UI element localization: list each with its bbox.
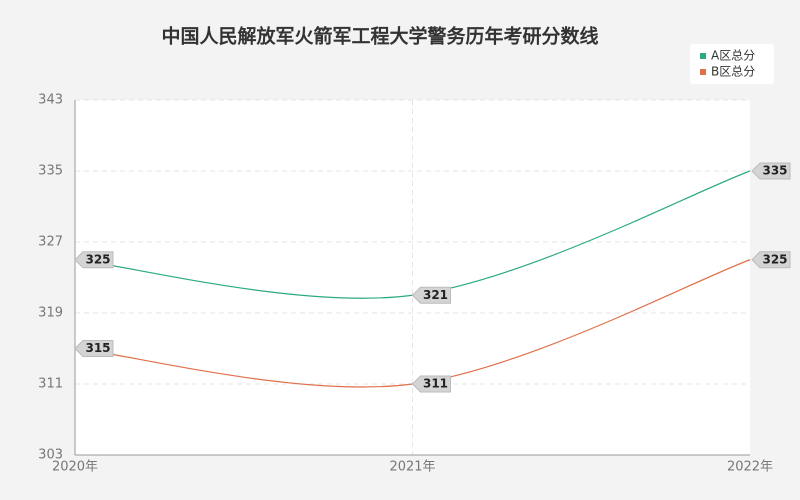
data-label: 311 — [423, 377, 448, 391]
data-label-bg — [74, 251, 114, 269]
y-tick-label: 343 — [38, 93, 63, 108]
data-label: 315 — [85, 341, 110, 355]
y-tick-label: 303 — [38, 448, 63, 463]
data-label: 325 — [85, 252, 110, 266]
legend-label: B区总分 — [711, 65, 755, 79]
x-tick-label: 2022年 — [727, 460, 773, 475]
data-label: 335 — [762, 164, 787, 178]
legend-label: A区总分 — [711, 49, 755, 63]
y-tick-label: 335 — [38, 164, 63, 179]
legend-box — [690, 44, 774, 84]
y-tick-label: 311 — [38, 377, 63, 392]
legend-swatch — [700, 69, 706, 75]
data-label-bg — [411, 375, 451, 393]
data-label-bg — [751, 162, 791, 180]
x-tick-label: 2021年 — [389, 460, 435, 475]
chart-title: 中国人民解放军火箭军工程大学警务历年考研分数线 — [161, 25, 598, 48]
data-label: 325 — [762, 252, 787, 266]
plot-area — [75, 100, 750, 455]
x-tick-label: 2020年 — [52, 460, 98, 475]
data-label-bg — [411, 286, 451, 304]
data-label: 321 — [423, 288, 448, 302]
y-tick-label: 327 — [38, 235, 63, 250]
data-label-bg — [74, 340, 114, 357]
data-label-bg — [751, 251, 791, 269]
y-tick-label: 319 — [38, 306, 63, 321]
legend-swatch — [700, 53, 706, 59]
